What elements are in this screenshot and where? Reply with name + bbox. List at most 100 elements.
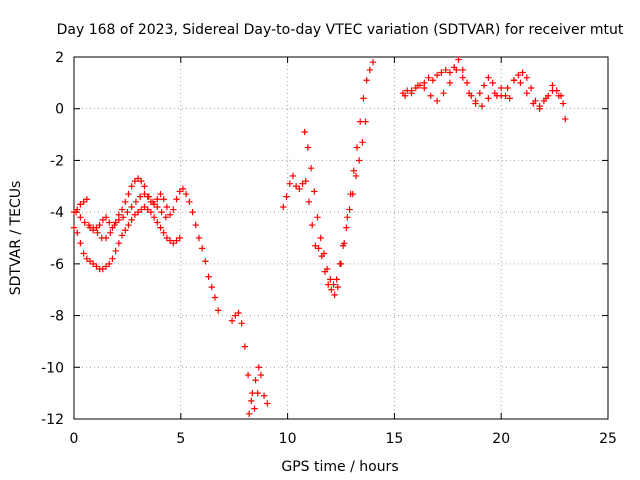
data-point	[504, 84, 511, 92]
data-point	[158, 208, 165, 216]
data-point	[254, 389, 261, 397]
data-point	[359, 139, 366, 146]
x-tick-label: 5	[176, 431, 185, 447]
data-point	[425, 74, 432, 81]
data-point	[498, 92, 505, 99]
data-point	[241, 343, 249, 350]
data-point	[523, 74, 531, 81]
data-point	[289, 172, 297, 180]
data-point	[134, 175, 142, 182]
data-point	[491, 90, 498, 97]
data-point	[264, 400, 271, 407]
data-point	[106, 219, 113, 226]
data-point	[311, 188, 318, 195]
data-point	[145, 193, 152, 200]
y-tick-label: -12	[41, 412, 64, 428]
data-point	[324, 281, 332, 288]
data-point	[308, 221, 316, 229]
data-point	[523, 90, 531, 97]
y-tick-label: -10	[41, 360, 64, 376]
data-point	[90, 260, 97, 268]
data-point	[307, 164, 315, 172]
x-tick-labels: 0 5 10 15 20 25	[70, 431, 617, 447]
data-point	[433, 97, 441, 105]
data-point	[559, 100, 567, 107]
data-point	[102, 263, 110, 270]
data-point	[438, 69, 445, 76]
data-point	[81, 219, 88, 226]
chart-title: Day 168 of 2023, Sidereal Day-to-day VTE…	[57, 22, 624, 38]
axis-ticks	[73, 56, 609, 420]
data-point	[80, 250, 87, 257]
data-point	[149, 198, 157, 205]
data-point	[252, 377, 259, 384]
data-point	[118, 206, 126, 213]
data-point	[255, 364, 262, 371]
data-point	[154, 203, 161, 211]
data-point	[478, 102, 486, 110]
data-point	[189, 208, 196, 216]
data-point	[170, 239, 177, 247]
data-point	[141, 190, 148, 198]
data-point	[286, 180, 293, 187]
data-point	[138, 177, 145, 185]
data-point	[170, 206, 177, 213]
data-point	[173, 237, 180, 244]
data-point	[141, 183, 148, 190]
x-axis-label: GPS time / hours	[281, 459, 398, 475]
data-point	[260, 392, 268, 399]
data-point	[453, 66, 460, 74]
data-point	[157, 224, 164, 231]
data-point	[106, 260, 113, 268]
data-point	[205, 273, 212, 280]
data-point	[542, 95, 550, 102]
data-point	[465, 90, 473, 97]
data-point	[90, 224, 97, 231]
y-axis-label: SDTVAR / TECUs	[8, 181, 24, 296]
data-point	[244, 371, 252, 379]
data-point	[83, 255, 91, 262]
data-point	[166, 211, 174, 218]
data-point	[144, 206, 151, 213]
data-point	[163, 203, 171, 211]
data-point	[343, 224, 350, 231]
data-point	[115, 239, 123, 247]
data-point	[489, 79, 496, 87]
data-point	[137, 193, 144, 200]
data-point	[214, 307, 222, 314]
data-point	[125, 221, 132, 229]
data-point	[186, 198, 193, 205]
data-point	[182, 190, 190, 198]
data-point	[485, 74, 492, 81]
data-point	[228, 317, 236, 324]
y-tick-labels: -12 -10 -8 -6 -4 -2 0 2	[41, 50, 64, 428]
data-point	[119, 214, 127, 221]
data-point	[163, 234, 171, 242]
data-point	[245, 410, 253, 418]
data-point	[433, 71, 441, 79]
data-point	[459, 74, 466, 81]
data-point	[176, 188, 183, 195]
data-point	[363, 77, 370, 84]
y-tick-label: -6	[50, 257, 64, 273]
data-point	[93, 263, 100, 270]
data-point	[362, 118, 369, 125]
data-point	[128, 183, 135, 190]
data-point	[132, 198, 140, 205]
data-point	[141, 203, 148, 211]
data-point	[296, 185, 303, 193]
data-point	[327, 276, 334, 283]
data-point	[485, 95, 492, 102]
data-point	[315, 245, 322, 252]
data-point	[527, 84, 535, 92]
data-point	[232, 312, 239, 319]
data-point	[138, 206, 145, 213]
data-point	[429, 77, 437, 84]
data-point	[257, 371, 265, 379]
x-tick-label: 0	[70, 431, 79, 447]
data-point	[99, 265, 107, 273]
data-point	[107, 229, 114, 237]
data-point	[446, 69, 454, 76]
data-point	[86, 258, 94, 265]
data-point	[122, 227, 129, 234]
